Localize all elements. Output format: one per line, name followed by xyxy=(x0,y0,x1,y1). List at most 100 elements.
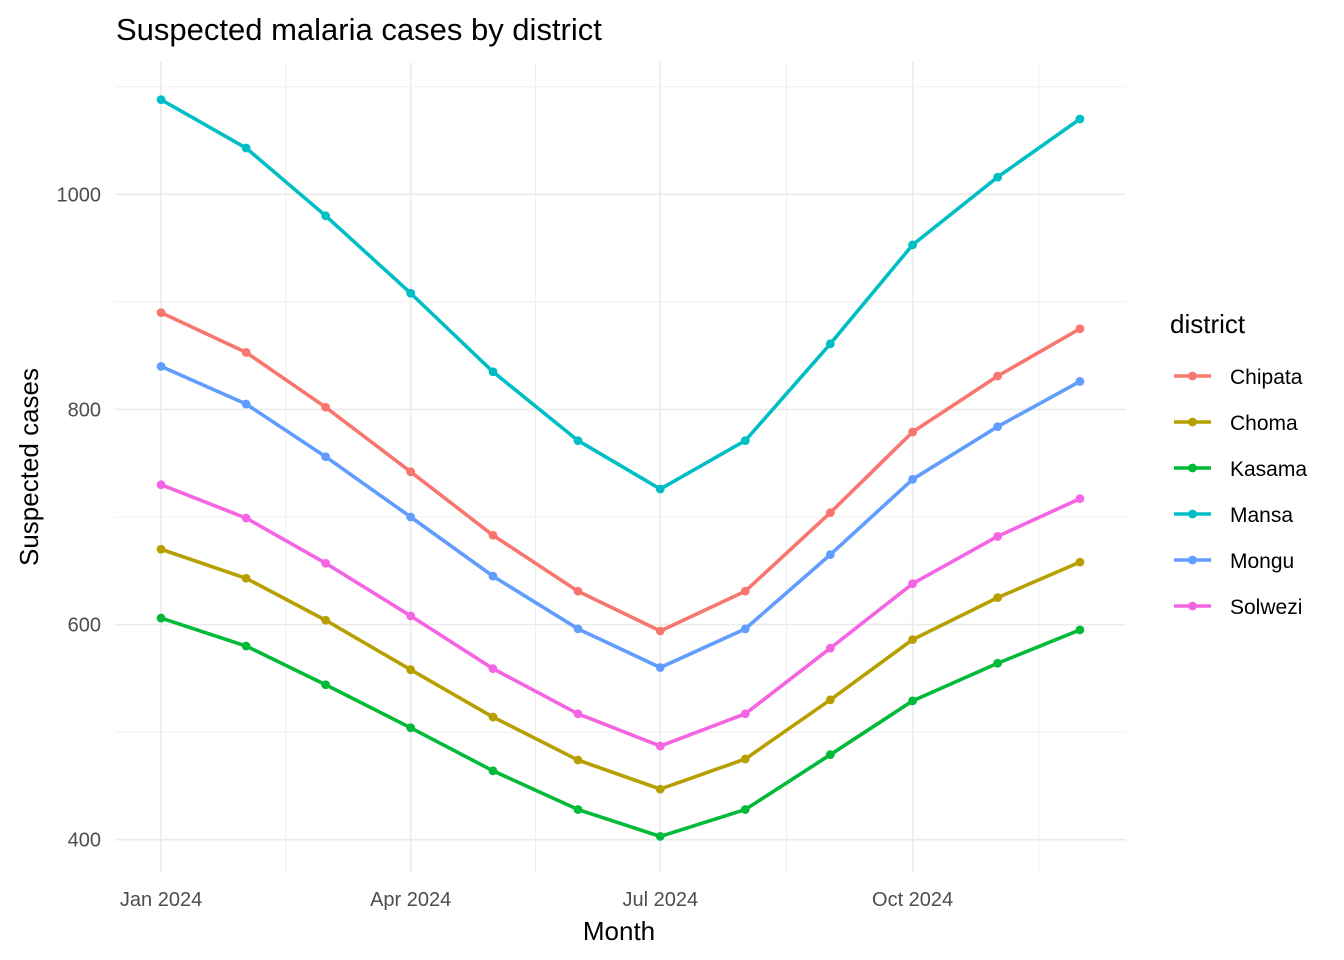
data-point xyxy=(908,427,918,437)
data-point xyxy=(488,664,498,674)
y-tick-label: 600 xyxy=(68,615,101,637)
data-point xyxy=(488,766,498,776)
data-point xyxy=(740,436,750,446)
data-point xyxy=(321,615,331,625)
data-point xyxy=(573,709,583,719)
data-point xyxy=(993,593,1003,603)
data-point xyxy=(241,641,251,651)
legend: district Chipata Choma Kasama Mansa Mongu Sol… xyxy=(1170,309,1307,619)
data-point xyxy=(740,586,750,596)
legend-item-mansa: Mansa xyxy=(1174,504,1293,527)
data-point xyxy=(488,712,498,722)
data-point xyxy=(241,143,251,153)
y-tick-label: 800 xyxy=(68,399,101,421)
data-point xyxy=(655,663,665,672)
data-point xyxy=(241,348,251,357)
legend-key-point xyxy=(1188,555,1197,565)
data-point xyxy=(908,474,918,484)
data-point xyxy=(908,696,918,706)
data-point xyxy=(573,805,583,814)
series-line-chipata xyxy=(160,310,1081,633)
data-point xyxy=(156,480,166,490)
data-point xyxy=(993,371,1003,381)
data-point xyxy=(908,579,918,589)
data-point xyxy=(241,513,251,523)
legend-title: district xyxy=(1170,309,1246,339)
data-point xyxy=(321,452,331,462)
data-point xyxy=(825,550,835,560)
data-point xyxy=(740,805,750,814)
data-point xyxy=(993,172,1003,182)
legend-item-chipata: Chipata xyxy=(1174,366,1303,389)
data-point xyxy=(1075,324,1085,334)
data-point xyxy=(1075,377,1085,386)
series-chipata xyxy=(156,308,1085,636)
y-tick-label: 1000 xyxy=(57,184,102,206)
data-point xyxy=(156,361,166,371)
legend-key-point xyxy=(1188,417,1197,427)
data-point xyxy=(655,832,665,841)
data-point xyxy=(241,573,251,583)
data-point xyxy=(825,695,835,705)
data-point xyxy=(321,402,331,412)
data-point xyxy=(825,750,835,760)
legend-label: Kasama xyxy=(1230,458,1307,481)
x-tick-label: Jan 2024 xyxy=(120,889,202,911)
data-point xyxy=(573,586,583,596)
data-point xyxy=(825,339,835,349)
data-point xyxy=(241,399,251,409)
data-point xyxy=(406,665,416,675)
data-point xyxy=(406,611,416,621)
data-point xyxy=(908,635,918,644)
legend-label: Mongu xyxy=(1230,550,1294,573)
y-tick-label: 400 xyxy=(68,830,101,852)
series-choma xyxy=(156,544,1085,794)
series-line-solwezi xyxy=(160,483,1081,748)
data-point xyxy=(406,723,416,733)
data-point xyxy=(1075,557,1085,567)
data-point xyxy=(993,531,1003,541)
data-point xyxy=(321,680,331,690)
data-point xyxy=(740,624,750,634)
data-point xyxy=(1075,114,1085,124)
series-group xyxy=(156,95,1085,841)
data-point xyxy=(156,95,166,105)
data-point xyxy=(740,754,750,764)
series-solwezi xyxy=(156,480,1085,751)
legend-item-kasama: Kasama xyxy=(1174,458,1307,481)
legend-label: Choma xyxy=(1230,412,1298,435)
data-point xyxy=(406,512,416,522)
x-tick-label: Apr 2024 xyxy=(370,889,451,911)
legend-label: Chipata xyxy=(1230,366,1303,389)
data-point xyxy=(573,624,583,634)
legend-item-solwezi: Solwezi xyxy=(1174,596,1302,619)
data-point xyxy=(321,211,331,221)
data-point xyxy=(993,658,1003,668)
legend-key-point xyxy=(1188,371,1197,381)
chart-title: Suspected malaria cases by district xyxy=(116,12,602,47)
legend-key-point xyxy=(1188,509,1197,519)
data-point xyxy=(825,508,835,518)
legend-item-mongu: Mongu xyxy=(1174,550,1294,573)
data-point xyxy=(655,741,665,751)
legend-key-point xyxy=(1188,463,1197,473)
y-axis-ticks: 400 600 800 1000 xyxy=(57,184,102,851)
x-axis-title: Month xyxy=(583,916,655,946)
y-axis-title: Suspected cases xyxy=(14,368,44,566)
series-line-kasama xyxy=(160,616,1081,839)
legend-label: Mansa xyxy=(1230,504,1293,527)
data-point xyxy=(655,484,665,494)
x-tick-label: Oct 2024 xyxy=(872,889,953,911)
x-tick-label: Jul 2024 xyxy=(622,889,698,911)
x-axis-ticks: Jan 2024 Apr 2024 Jul 2024 Oct 2024 xyxy=(120,889,953,911)
series-line-mongu xyxy=(160,364,1081,670)
data-point xyxy=(406,288,416,298)
data-point xyxy=(156,544,166,554)
series-line-mansa xyxy=(160,98,1081,491)
data-point xyxy=(740,709,750,719)
data-point xyxy=(1075,625,1085,635)
data-point xyxy=(406,467,416,477)
data-point xyxy=(573,755,583,765)
data-point xyxy=(321,558,331,568)
